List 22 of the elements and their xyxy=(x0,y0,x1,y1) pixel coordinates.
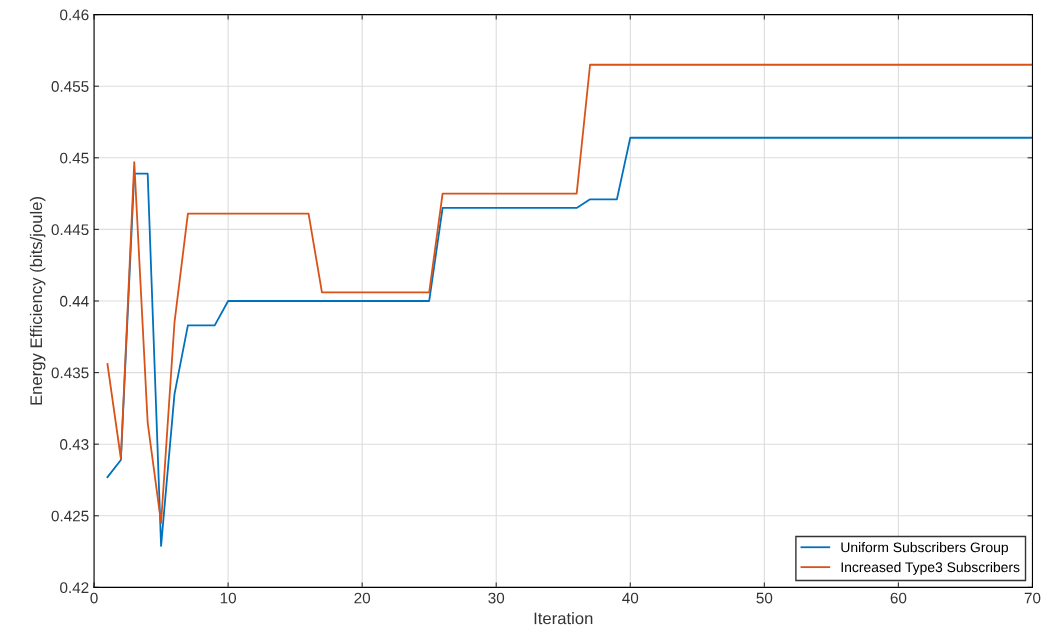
x-tick-label: 20 xyxy=(354,592,371,604)
x-tick-label: 30 xyxy=(488,592,505,604)
x-tick-label: 0 xyxy=(90,592,98,604)
y-tick-label: 0.455 xyxy=(51,81,89,92)
legend-label: Uniform Subscribers Group xyxy=(841,542,1009,555)
y-tick-label: 0.43 xyxy=(60,439,89,450)
x-tick-label: 10 xyxy=(220,592,237,604)
legend-label: Increased Type3 Subscribers xyxy=(841,561,1020,575)
y-tick-label: 0.42 xyxy=(60,582,89,594)
y-axis-title: Energy Efficiency (bits/joule) xyxy=(29,197,46,405)
y-tick-label: 0.445 xyxy=(51,224,89,236)
line-series xyxy=(106,63,1033,524)
x-tick-label: 40 xyxy=(622,592,639,604)
x-tick-label: 50 xyxy=(756,592,773,604)
y-tick-label: 0.44 xyxy=(60,295,89,307)
x-axis-title: Iteration xyxy=(534,612,593,625)
x-tick-label: 70 xyxy=(1024,592,1041,604)
y-tick-label: 0.45 xyxy=(60,152,89,164)
y-tick-label: 0.425 xyxy=(51,510,89,522)
x-tick-label: 60 xyxy=(890,592,907,604)
y-tick-label: 0.435 xyxy=(51,367,89,379)
y-tick-label: 0.46 xyxy=(60,9,89,21)
